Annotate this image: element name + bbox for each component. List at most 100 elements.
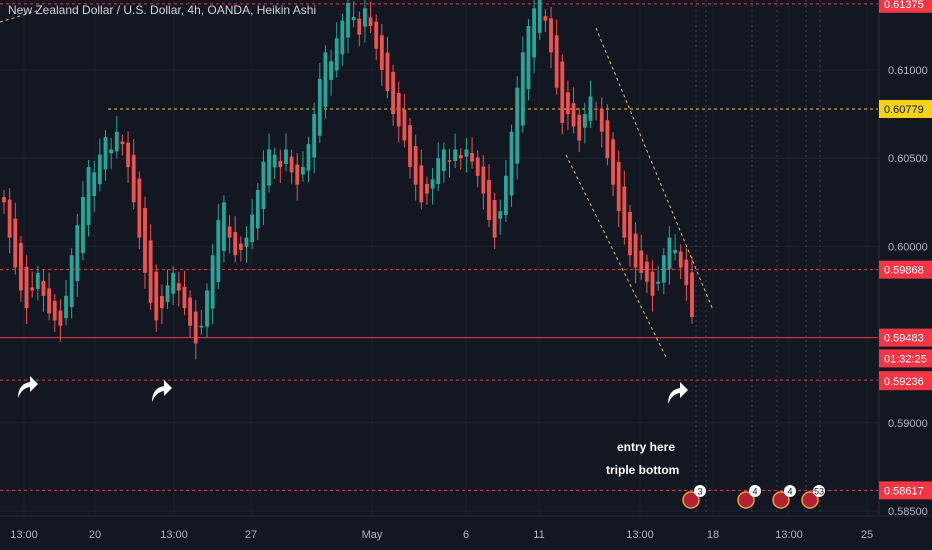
candle-body xyxy=(633,233,638,268)
candle-body xyxy=(24,266,29,309)
candle-body xyxy=(47,288,52,314)
event-count: 4 xyxy=(787,487,792,497)
economic-event: 3 xyxy=(682,485,706,509)
candle-body xyxy=(396,92,401,127)
candle-body xyxy=(340,20,345,55)
candle-body xyxy=(644,261,649,282)
candle-body xyxy=(323,52,328,108)
candle-body xyxy=(577,114,582,141)
candle-body xyxy=(306,144,311,171)
candle-body xyxy=(391,71,396,115)
candle-body xyxy=(690,272,694,317)
candle-body xyxy=(222,202,226,251)
price-label: 01:32:25 xyxy=(879,349,932,368)
candle-body xyxy=(154,271,159,321)
candle-body xyxy=(109,149,114,154)
chart-title: New Zealand Dollar / U.S. Dollar, 4h, OA… xyxy=(8,3,317,17)
curved-arrow-icon xyxy=(668,382,688,404)
candle-body xyxy=(329,61,333,80)
candle-body xyxy=(419,165,424,203)
event-count-badge xyxy=(784,485,796,497)
candle-body xyxy=(148,240,153,303)
time-tick-label: 13:00 xyxy=(775,529,803,541)
price-label: 0.59236 xyxy=(879,372,932,391)
time-tick-label: 6 xyxy=(463,529,469,541)
candle-body xyxy=(475,157,480,176)
candle-body xyxy=(75,225,80,282)
candle-body xyxy=(205,290,209,327)
candle-body xyxy=(374,21,379,49)
candle-body xyxy=(661,255,666,283)
candle-body xyxy=(300,167,305,175)
candle-body xyxy=(193,311,198,344)
candle-body xyxy=(227,226,232,238)
price-label-text: 0.59868 xyxy=(884,265,924,277)
price-tick-label: 0.60500 xyxy=(888,153,928,165)
time-tick-label: 13:00 xyxy=(626,529,654,541)
candle-body xyxy=(554,35,559,88)
candle-body xyxy=(464,149,469,157)
time-tick-label: May xyxy=(362,529,383,541)
candle-body xyxy=(255,189,260,229)
candle-body xyxy=(605,120,610,159)
time-axis: 13:00 20 13:00 27 May 6 11 13:00 18 13:00 25 xyxy=(0,515,932,541)
time-tick-label: 13:00 xyxy=(160,529,188,541)
price-axis: 0.61000 0.60500 0.60000 0.59000 0.58500 0.613… xyxy=(878,0,932,518)
candle-body xyxy=(199,325,204,328)
curved-arrow-icon xyxy=(18,376,38,398)
candle-body xyxy=(441,149,446,172)
candle-body xyxy=(470,153,474,162)
candle-body xyxy=(182,286,187,309)
entry-annotation: entry here xyxy=(617,440,676,454)
candle-body xyxy=(97,154,102,185)
event-count: 53 xyxy=(814,487,824,497)
price-label-text: 0.61375 xyxy=(884,0,924,11)
candle-body xyxy=(582,114,587,128)
price-label: 0.61375 xyxy=(879,0,932,13)
candle-body xyxy=(312,114,317,158)
candle-body xyxy=(2,197,6,203)
candle-body xyxy=(188,297,193,326)
candle-body xyxy=(69,255,74,308)
candle-body xyxy=(481,166,486,194)
candle-body xyxy=(537,0,542,33)
chart-grid xyxy=(0,0,878,515)
price-label: 0.59868 xyxy=(879,260,932,279)
price-label: 0.59483 xyxy=(879,328,932,347)
candle-body xyxy=(137,178,142,238)
candle-body xyxy=(30,287,35,291)
time-tick-label: 25 xyxy=(861,529,873,541)
us-flag-icon xyxy=(772,491,790,509)
candle-body xyxy=(425,183,429,194)
price-label-bg xyxy=(879,328,932,347)
candle-body xyxy=(103,137,108,170)
candle-body xyxy=(244,237,249,247)
candle-body xyxy=(498,211,503,219)
candle-body xyxy=(267,149,271,186)
time-tick-label: 27 xyxy=(245,529,257,541)
candle-body xyxy=(13,218,18,268)
candle-body xyxy=(543,16,548,21)
candle-body xyxy=(656,281,661,284)
price-tick-label: 0.61000 xyxy=(888,65,928,77)
candle-body xyxy=(86,167,91,226)
trendline-top-left xyxy=(0,9,41,23)
candle-body xyxy=(532,8,537,58)
candle-body xyxy=(430,179,435,189)
candle-body xyxy=(560,61,565,123)
candle-body xyxy=(599,108,604,132)
price-label-text: 01:32:25 xyxy=(884,353,927,365)
price-tick-label: 0.60000 xyxy=(888,241,928,253)
candle-body xyxy=(92,172,97,197)
candle-body xyxy=(622,186,627,238)
candle-body xyxy=(120,141,125,145)
candle-body xyxy=(131,154,136,203)
time-tick-label: 18 xyxy=(707,529,719,541)
candle-body xyxy=(408,125,412,168)
economic-event: 53 xyxy=(801,485,825,509)
candle-body xyxy=(509,131,514,196)
candle-body xyxy=(7,199,12,238)
candle-body xyxy=(261,161,266,210)
event-count: 4 xyxy=(752,487,757,497)
